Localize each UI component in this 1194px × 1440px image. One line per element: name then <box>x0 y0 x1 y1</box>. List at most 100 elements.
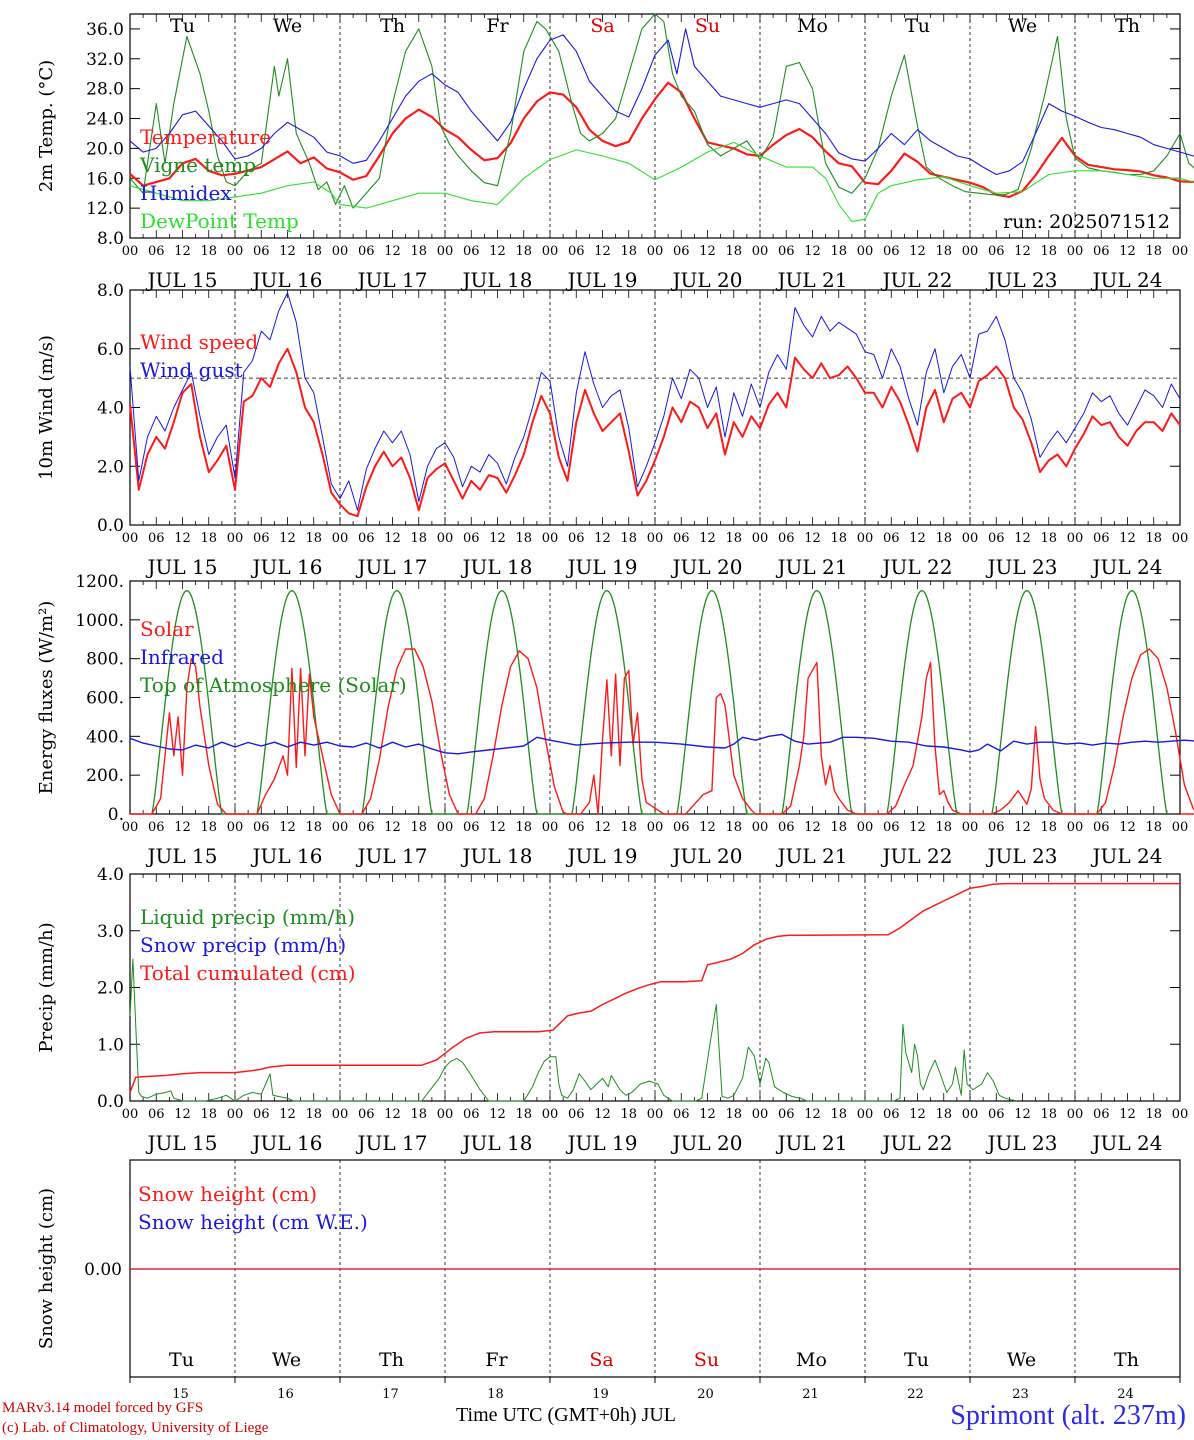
date-label: JUL 15 <box>146 1131 218 1155</box>
date-label: JUL 22 <box>881 268 953 292</box>
hour-tick-label: 12 <box>594 1107 611 1122</box>
hour-tick-label: 12 <box>489 1107 506 1122</box>
y-tick-label: 1200. <box>75 572 124 592</box>
hour-tick-label: 06 <box>988 1107 1005 1122</box>
hour-tick-label: 12 <box>1119 531 1136 546</box>
series-line-0 <box>129 347 1181 518</box>
hour-tick-label: 18 <box>935 820 952 835</box>
y-tick-label: 8.0 <box>97 281 124 301</box>
date-label: JUL 21 <box>776 844 848 868</box>
date-label: JUL 23 <box>986 555 1058 579</box>
hour-tick-label: 12 <box>279 531 296 546</box>
hour-tick-label: 12 <box>384 820 401 835</box>
hour-tick-label: 06 <box>463 1107 480 1122</box>
hour-tick-label: 00 <box>332 244 349 259</box>
hour-tick-label: 06 <box>463 820 480 835</box>
bottom-weekday-label: We <box>1007 1349 1036 1371</box>
date-label: JUL 15 <box>146 268 218 292</box>
hour-tick-label: 18 <box>410 1107 427 1122</box>
hour-tick-label: 18 <box>830 531 847 546</box>
hour-tick-label: 06 <box>988 820 1005 835</box>
hour-tick-label: 00 <box>122 1107 139 1122</box>
bottom-day-number: 17 <box>382 1387 399 1402</box>
hour-tick-label: 00 <box>227 1107 244 1122</box>
hour-tick-label: 06 <box>568 1107 585 1122</box>
bottom-day-number: 20 <box>697 1387 714 1402</box>
hour-tick-label: 12 <box>279 244 296 259</box>
panel-1: 00 06 12 18 JUL 15 00 06 12 18 JUL 16 00 06 12 18 JUL … <box>36 13 1194 292</box>
hour-tick-label: 18 <box>1040 244 1057 259</box>
hour-tick-label: 00 <box>332 1107 349 1122</box>
y-axis-title: Energy fluxes (W/m²) <box>36 601 57 795</box>
date-label: JUL 20 <box>671 844 743 868</box>
weekday-label: Sa <box>590 15 614 37</box>
hour-tick-label: 18 <box>410 820 427 835</box>
series-line-1 <box>129 292 1181 511</box>
hour-tick-label: 06 <box>778 531 795 546</box>
hour-tick-label: 06 <box>253 1107 270 1122</box>
date-label: JUL 17 <box>356 268 428 292</box>
hour-tick-label: 06 <box>148 531 165 546</box>
hour-tick-label: 00 <box>122 531 139 546</box>
hour-tick-label: 00 <box>1172 1107 1189 1122</box>
hour-tick-label: 18 <box>830 1107 847 1122</box>
date-label: JUL 17 <box>356 844 428 868</box>
hour-tick-label: 18 <box>1145 531 1162 546</box>
hour-tick-label: 00 <box>227 531 244 546</box>
bottom-weekday-label: Tu <box>904 1349 929 1371</box>
date-label: JUL 19 <box>566 555 638 579</box>
y-tick-label: 400. <box>86 727 124 747</box>
hour-tick-label: 06 <box>253 820 270 835</box>
date-label: JUL 21 <box>776 555 848 579</box>
model-credit: MARv3.14 model forced by GFS <box>2 1400 204 1416</box>
hour-tick-label: 06 <box>988 244 1005 259</box>
hour-tick-label: 00 <box>542 1107 559 1122</box>
y-tick-label: 20.0 <box>86 139 124 159</box>
hour-tick-label: 00 <box>227 820 244 835</box>
legend-entry: Humidex <box>140 181 232 205</box>
series-line-toa <box>151 590 1168 815</box>
hour-tick-label: 00 <box>542 531 559 546</box>
hour-tick-label: 00 <box>1067 244 1084 259</box>
date-label: JUL 18 <box>461 555 533 579</box>
bottom-weekday-label: Tu <box>169 1349 194 1371</box>
bottom-weekday-label: We <box>272 1349 301 1371</box>
station-name: Sprimont (alt. 237m) <box>950 1400 1186 1431</box>
hour-tick-label: 12 <box>174 244 191 259</box>
date-label: JUL 16 <box>251 555 323 579</box>
hour-tick-label: 06 <box>673 1107 690 1122</box>
hour-tick-label: 06 <box>148 244 165 259</box>
hour-tick-label: 12 <box>909 1107 926 1122</box>
hour-tick-label: 06 <box>1093 244 1110 259</box>
hour-tick-label: 18 <box>515 820 532 835</box>
y-tick-label: 2.0 <box>97 979 124 999</box>
date-label: JUL 18 <box>461 268 533 292</box>
hour-tick-label: 12 <box>699 820 716 835</box>
bottom-weekday-label: Fr <box>485 1349 508 1371</box>
hour-tick-label: 18 <box>935 244 952 259</box>
hour-tick-label: 00 <box>437 244 454 259</box>
hour-tick-label: 00 <box>1067 1107 1084 1122</box>
y-tick-label: 3.0 <box>97 922 124 942</box>
hour-tick-label: 12 <box>384 531 401 546</box>
hour-tick-label: 12 <box>489 244 506 259</box>
legend-entry: Snow height (cm W.E.) <box>138 1210 368 1234</box>
y-tick-label: 1000. <box>75 611 124 631</box>
series-line-0 <box>129 81 1194 198</box>
hour-tick-label: 18 <box>1040 1107 1057 1122</box>
hour-tick-label: 18 <box>620 531 637 546</box>
hour-tick-label: 00 <box>227 244 244 259</box>
date-label: JUL 23 <box>986 1131 1058 1155</box>
bottom-day-number: 24 <box>1117 1387 1134 1402</box>
weekday-label: Tu <box>905 15 930 37</box>
hour-tick-label: 06 <box>673 531 690 546</box>
hour-tick-label: 12 <box>909 820 926 835</box>
hour-tick-label: 18 <box>1145 1107 1162 1122</box>
hour-tick-label: 18 <box>305 820 322 835</box>
hour-tick-label: 18 <box>305 531 322 546</box>
y-tick-label: 4.0 <box>97 865 124 885</box>
hour-tick-label: 06 <box>463 244 480 259</box>
date-label: JUL 20 <box>671 1131 743 1155</box>
date-label: JUL 20 <box>671 555 743 579</box>
hour-tick-label: 12 <box>804 244 821 259</box>
